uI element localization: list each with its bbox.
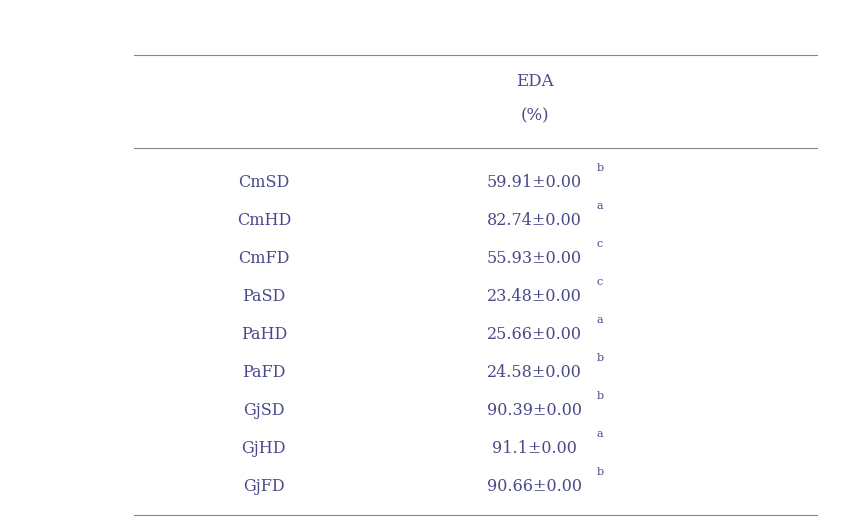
Text: b: b (597, 391, 604, 401)
Text: (%): (%) (520, 108, 549, 125)
Text: 90.66±0.00: 90.66±0.00 (487, 478, 582, 495)
Text: a: a (597, 429, 604, 439)
Text: 91.1±0.00: 91.1±0.00 (492, 440, 577, 457)
Text: b: b (597, 467, 604, 477)
Text: c: c (597, 277, 603, 287)
Text: PaFD: PaFD (242, 364, 285, 381)
Text: b: b (597, 163, 604, 173)
Text: a: a (597, 315, 604, 325)
Text: GjSD: GjSD (243, 402, 285, 419)
Text: 82.74±0.00: 82.74±0.00 (487, 212, 582, 229)
Text: CmSD: CmSD (238, 174, 290, 191)
Text: GjHD: GjHD (241, 440, 286, 457)
Text: CmFD: CmFD (238, 250, 290, 267)
Text: PaHD: PaHD (240, 326, 287, 343)
Text: CmHD: CmHD (237, 212, 291, 229)
Text: c: c (597, 239, 603, 249)
Text: 59.91±0.00: 59.91±0.00 (487, 174, 582, 191)
Text: EDA: EDA (516, 73, 554, 90)
Text: b: b (597, 353, 604, 363)
Text: 24.58±0.00: 24.58±0.00 (487, 364, 582, 381)
Text: 90.39±0.00: 90.39±0.00 (487, 402, 582, 419)
Text: 25.66±0.00: 25.66±0.00 (487, 326, 582, 343)
Text: PaSD: PaSD (242, 288, 285, 305)
Text: 23.48±0.00: 23.48±0.00 (487, 288, 582, 305)
Text: 55.93±0.00: 55.93±0.00 (487, 250, 582, 267)
Text: a: a (597, 201, 604, 211)
Text: GjFD: GjFD (243, 478, 285, 495)
